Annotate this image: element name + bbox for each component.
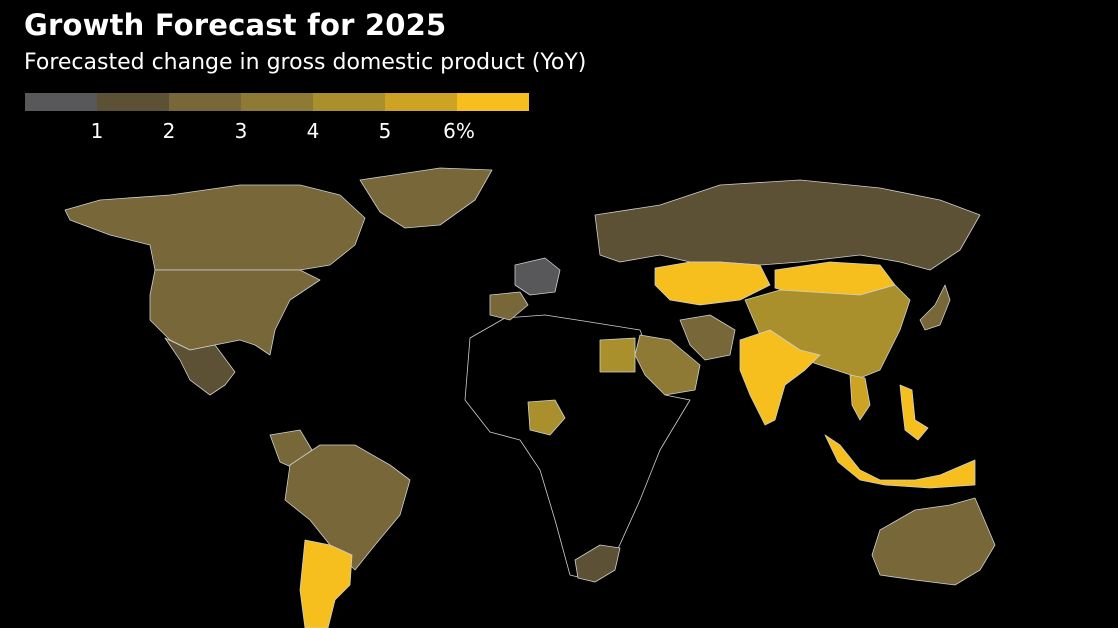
region-egypt[interactable] <box>599 337 636 373</box>
legend-tick-label: 1 <box>90 119 104 143</box>
region-russia[interactable] <box>594 179 981 271</box>
region-australia[interactable] <box>871 497 996 586</box>
region-south-africa[interactable] <box>574 544 621 583</box>
legend-swatch <box>313 93 385 111</box>
legend-swatch <box>25 93 97 111</box>
region-japan[interactable] <box>919 284 951 331</box>
legend-swatch <box>457 93 529 111</box>
legend-swatch <box>97 93 169 111</box>
map-subtitle: Forecasted change in gross domestic prod… <box>24 50 587 75</box>
region-philippines[interactable] <box>899 384 929 441</box>
color-legend: 1 2 3 4 5 6% <box>25 93 531 145</box>
region-united-states[interactable] <box>149 269 321 356</box>
legend-tick-label: 2 <box>162 119 176 143</box>
region-mexico[interactable] <box>164 337 236 396</box>
legend-swatch <box>385 93 457 111</box>
region-greenland[interactable] <box>359 167 493 229</box>
region-iran[interactable] <box>679 314 736 361</box>
legend-tick-label: 3 <box>234 119 248 143</box>
region-argentina[interactable] <box>299 539 353 628</box>
region-kazakhstan[interactable] <box>654 261 771 306</box>
region-africa-other[interactable] <box>464 314 691 581</box>
world-map <box>64 167 996 628</box>
region-vietnam[interactable] <box>849 374 871 421</box>
legend-tick-label: 5 <box>378 119 392 143</box>
region-brazil[interactable] <box>284 444 411 571</box>
region-indonesia[interactable] <box>824 434 976 489</box>
region-spain[interactable] <box>489 291 529 321</box>
legend-swatch <box>169 93 241 111</box>
map-title: Growth Forecast for 2025 <box>24 8 447 42</box>
region-germany[interactable] <box>514 257 561 296</box>
region-saudi-arabia[interactable] <box>634 334 701 396</box>
legend-color-bar <box>25 93 531 111</box>
region-canada[interactable] <box>64 184 366 271</box>
region-india[interactable] <box>739 329 821 426</box>
legend-tick-label: 6% <box>443 119 475 143</box>
legend-swatch <box>241 93 313 111</box>
region-nigeria[interactable] <box>527 399 566 436</box>
legend-tick-label: 4 <box>306 119 320 143</box>
